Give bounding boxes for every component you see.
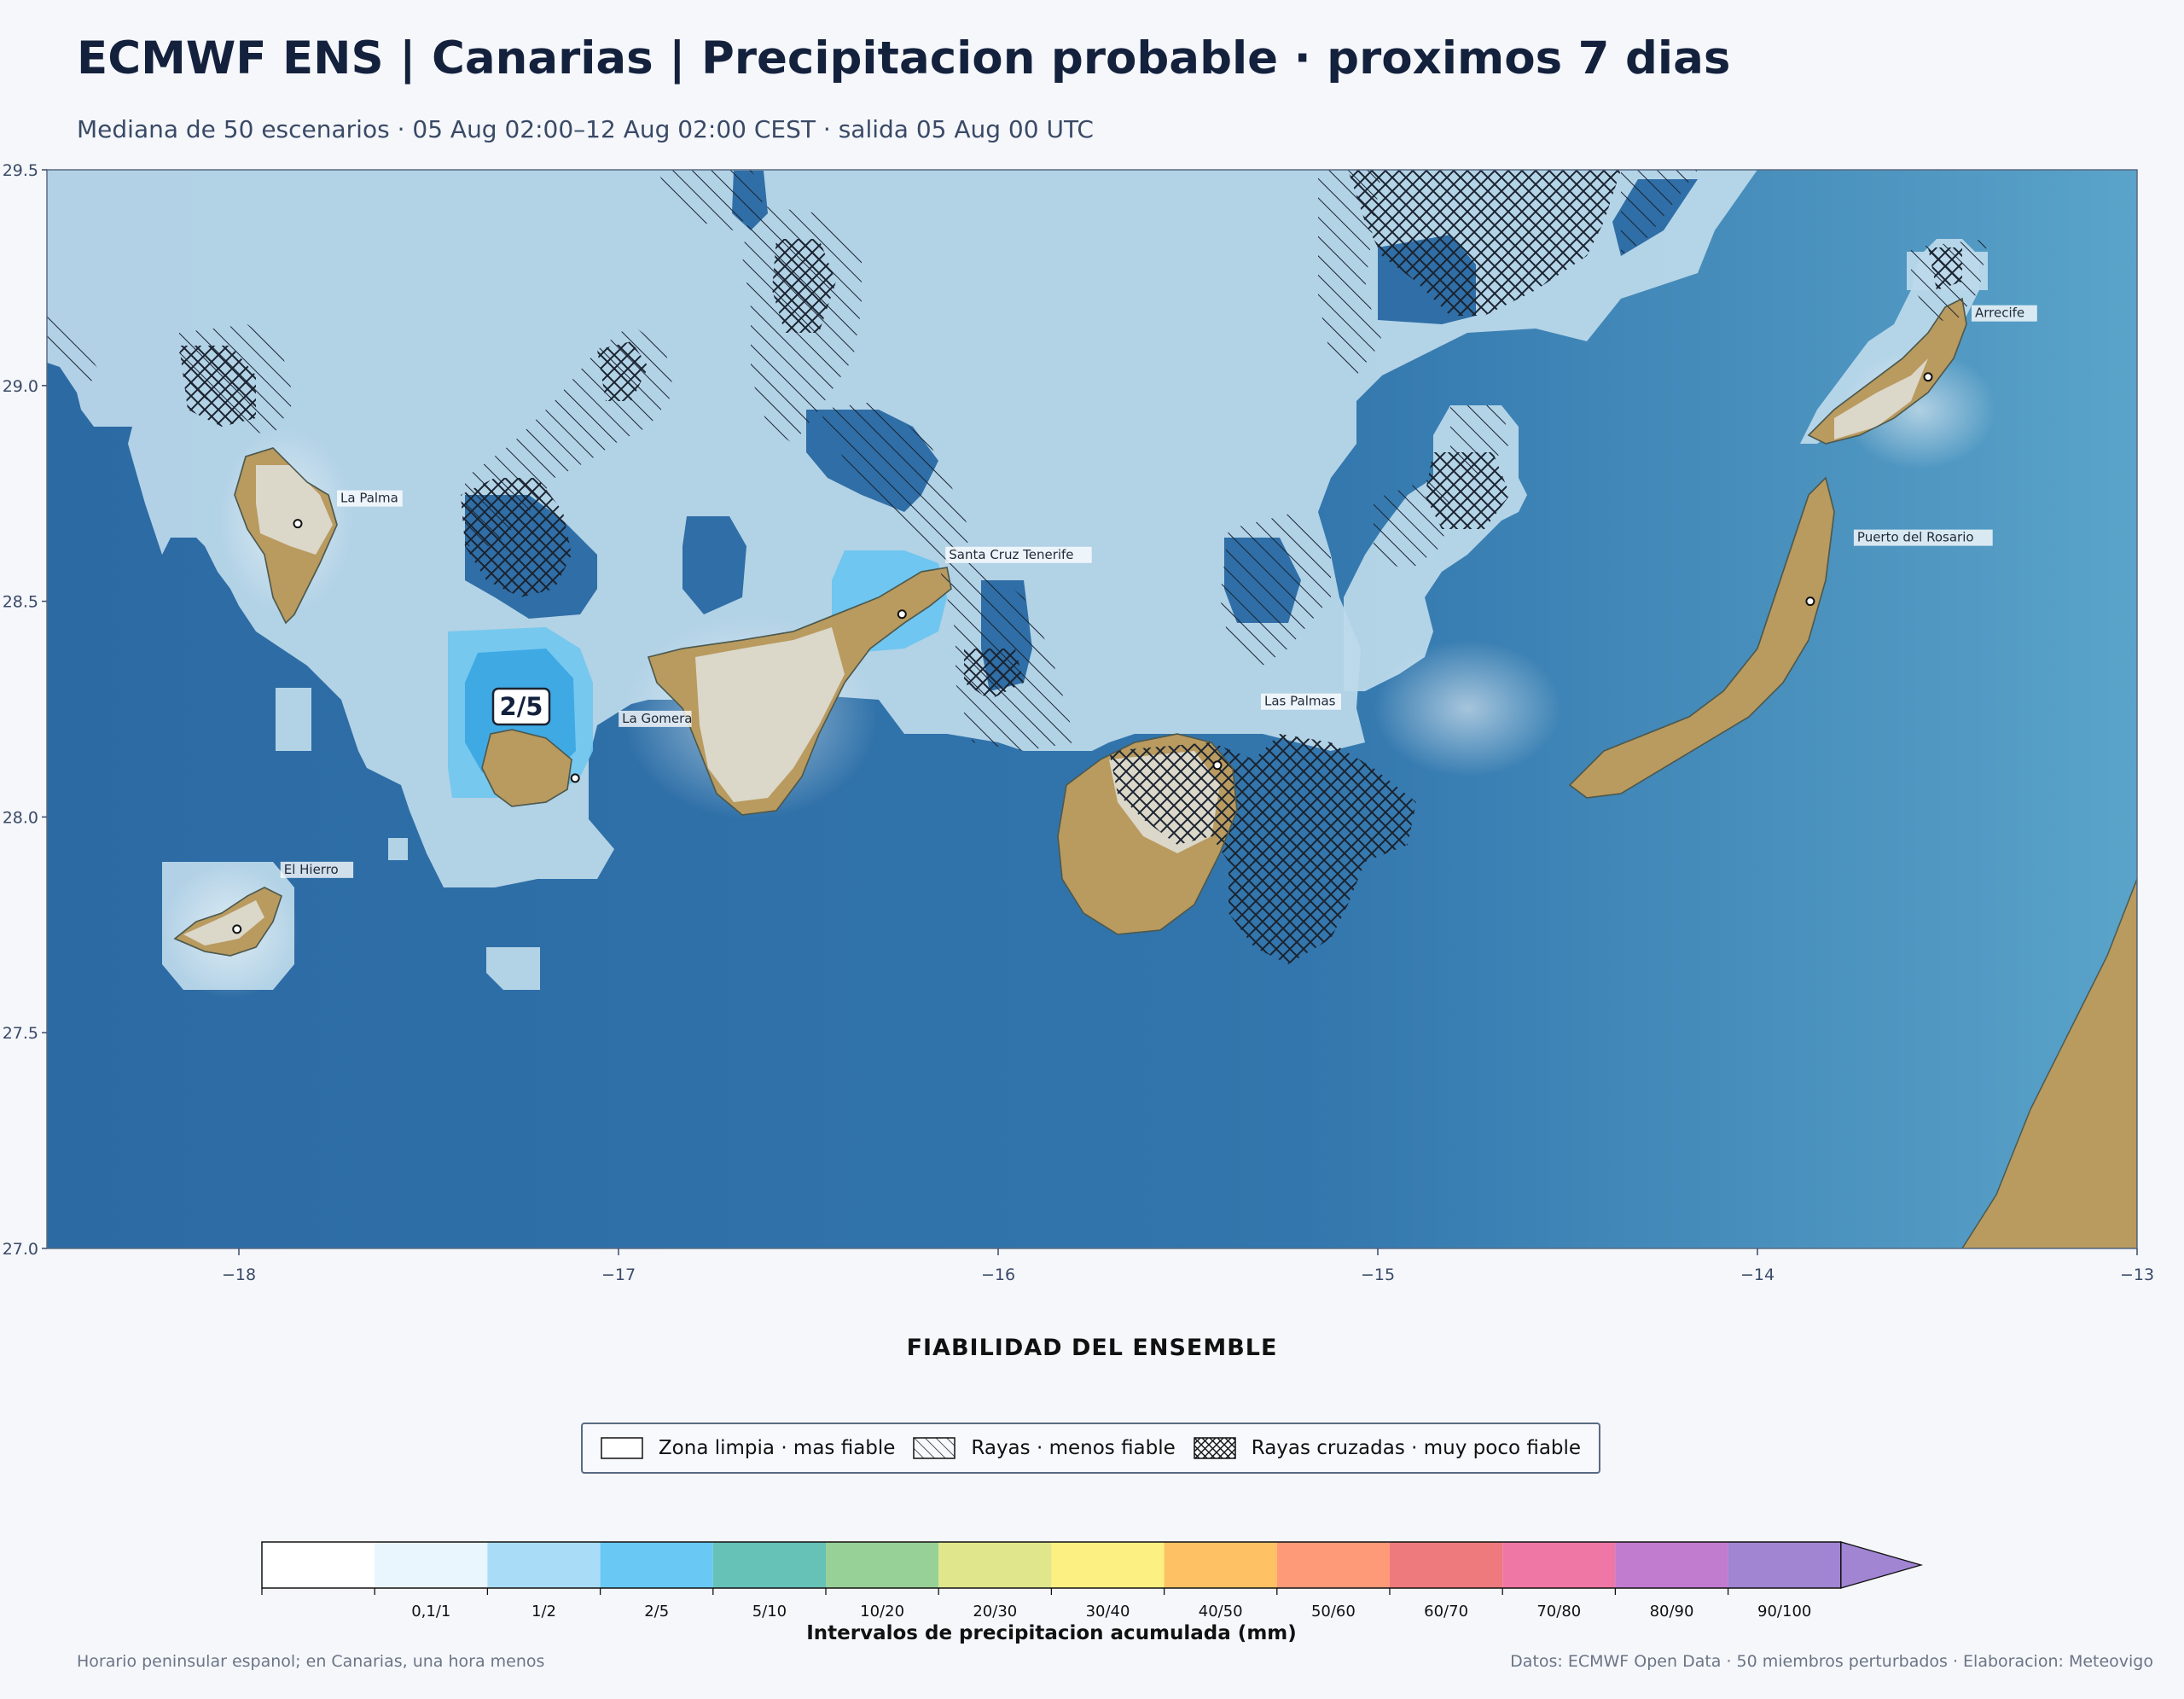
place-label: El Hierro	[284, 862, 339, 877]
colorbar-bin-label: 90/100	[1757, 1603, 1811, 1620]
colorbar-bin-label: 50/60	[1311, 1603, 1356, 1620]
colorbar-bin	[1276, 1542, 1390, 1588]
colorbar-bin-label: 60/70	[1424, 1603, 1468, 1620]
place-label: Santa Cruz Tenerife	[949, 547, 1073, 562]
value-callout-text: 2/5	[500, 692, 543, 721]
diagonal-hatch-swatch-icon	[913, 1437, 956, 1459]
map-frame	[46, 169, 2138, 1249]
crosshatch-swatch-icon	[1193, 1437, 1236, 1459]
page-title: ECMWF ENS | Canarias | Precipitacion pro…	[77, 32, 1731, 84]
colorbar-overflow-arrow	[1840, 1541, 1924, 1589]
legend-label-stripes: Rayas · menos fiable	[971, 1437, 1176, 1459]
colorbar-bin-label: 80/90	[1650, 1603, 1694, 1620]
clean-swatch-icon	[601, 1437, 643, 1459]
colorbar-bin	[1615, 1542, 1728, 1588]
coastlines	[173, 297, 1967, 957]
x-tick-label: −15	[1361, 1266, 1395, 1284]
place-label: La Palma	[340, 491, 398, 506]
colorbar-bin-label: 1/2	[531, 1603, 556, 1620]
colorbar-bin-label: 30/40	[1086, 1603, 1130, 1620]
page-subtitle: Mediana de 50 escenarios · 05 Aug 02:00–…	[77, 115, 1094, 143]
place-marker	[1923, 372, 1933, 382]
colorbar-bin	[600, 1542, 713, 1588]
place-label-bg	[280, 861, 354, 878]
legend-label-clean: Zona limpia · mas fiable	[658, 1437, 896, 1459]
place-marker	[1805, 596, 1815, 607]
colorbar-bin-label: 2/5	[644, 1603, 669, 1620]
legend-item-clean: Zona limpia · mas fiable	[601, 1437, 896, 1459]
legend-label-crosshatch: Rayas cruzadas · muy poco fiable	[1251, 1437, 1582, 1459]
place-label: Arrecife	[1975, 305, 2024, 321]
colorbar-title: Intervalos de precipitacion acumulada (m…	[806, 1622, 1297, 1644]
colorbar-frame	[261, 1541, 1842, 1589]
x-tick-label: −13	[2120, 1266, 2154, 1284]
colorbar: 0,1/1 1/2 2/5 5/10 10/20 20/30 30/40 40/50 50/60…	[261, 1541, 1924, 1620]
place-marker	[897, 609, 907, 620]
place-marker	[293, 519, 303, 529]
legend-heading: FIABILIDAD DEL ENSEMBLE	[906, 1335, 1278, 1361]
colorbar-bin	[1502, 1542, 1616, 1588]
colorbar-bin-label: 20/30	[973, 1603, 1017, 1620]
legend-item-crosshatch: Rayas cruzadas · muy poco fiable	[1193, 1437, 1582, 1459]
colorbar-bin-label: 5/10	[752, 1603, 787, 1620]
colorbar-bin	[826, 1542, 939, 1588]
place-marker	[570, 773, 580, 783]
reliability-legend: Zona limpia · mas fiable Rayas · menos f…	[581, 1423, 1600, 1474]
colorbar-bin	[1051, 1542, 1165, 1588]
map-area: La Palma La Gomera Santa Cruz Tenerife El H…	[47, 170, 2137, 1248]
legend-item-stripes: Rayas · menos fiable	[913, 1437, 1176, 1459]
colorbar-bin	[938, 1542, 1052, 1588]
colorbar-bin-label: 0,1/1	[411, 1603, 450, 1620]
y-tick-label: 27.0	[3, 1240, 38, 1259]
colorbar-bin	[262, 1542, 375, 1588]
y-tick-label: 27.5	[3, 1024, 38, 1043]
colorbar-bin	[712, 1542, 826, 1588]
map-axes: −18 −17 −16 −15 −14 −13 27.0 27.5 28.0 28.5 29.0 29…	[3, 161, 2154, 1284]
africa-coast	[1961, 878, 2137, 1248]
y-tick-label: 29.5	[3, 161, 38, 180]
colorbar-bin	[1164, 1542, 1277, 1588]
y-tick-label: 29.0	[3, 377, 38, 396]
colorbar-bin	[1728, 1542, 1841, 1588]
place-labels: La Palma La Gomera Santa Cruz Tenerife El H…	[232, 305, 2037, 934]
hatch-very-unreliable	[179, 170, 1962, 964]
place-label: La Gomera	[622, 711, 692, 726]
footer-credits: Datos: ECMWF Open Data · 50 miembros per…	[1510, 1652, 2153, 1671]
place-marker	[1212, 760, 1223, 771]
place-marker	[232, 924, 242, 934]
place-label-bg	[619, 710, 692, 727]
place-label-bg	[1853, 529, 1993, 546]
colorbar-bin-label: 70/80	[1536, 1603, 1581, 1620]
colorbar-bin-label: 10/20	[860, 1603, 904, 1620]
place-label-bg	[1261, 693, 1341, 710]
value-callout: 2/5	[491, 687, 551, 726]
colorbar-bin	[1390, 1542, 1503, 1588]
y-tick-label: 28.5	[3, 593, 38, 612]
place-label-bg	[337, 490, 403, 507]
x-tick-label: −18	[222, 1266, 256, 1284]
footer-note: Horario peninsular espanol; en Canarias,…	[77, 1652, 545, 1671]
place-label: Puerto del Rosario	[1857, 530, 1974, 545]
y-tick-label: 28.0	[3, 808, 38, 827]
place-label: Las Palmas	[1264, 694, 1336, 709]
x-tick-label: −14	[1740, 1266, 1774, 1284]
x-tick-label: −17	[601, 1266, 636, 1284]
place-label-bg	[1972, 305, 2037, 322]
colorbar-bin	[375, 1542, 488, 1588]
colorbar-bin-label: 40/50	[1199, 1603, 1243, 1620]
x-tick-label: −16	[981, 1266, 1015, 1284]
colorbar-bin	[487, 1542, 601, 1588]
place-label-bg	[945, 546, 1092, 563]
